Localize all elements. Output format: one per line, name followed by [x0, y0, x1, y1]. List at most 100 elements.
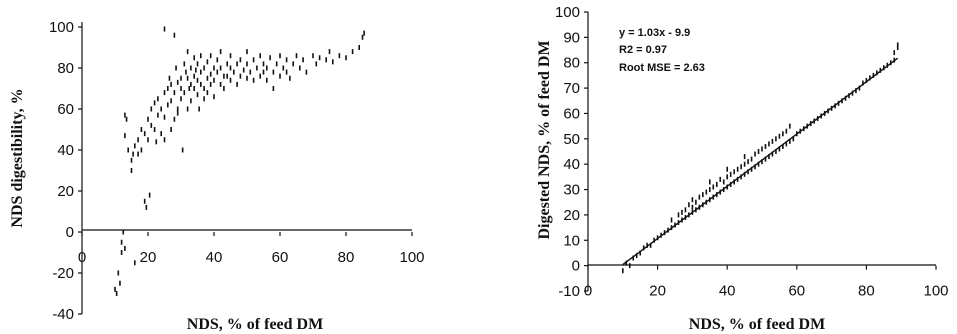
data-point: [733, 169, 735, 175]
data-point: [299, 65, 301, 71]
data-point: [167, 102, 169, 108]
data-point: [236, 81, 238, 87]
data-point: [249, 69, 252, 75]
data-point: [114, 286, 116, 292]
data-point: [213, 94, 215, 100]
data-point: [635, 252, 638, 258]
data-point: [764, 156, 767, 162]
data-point: [782, 143, 784, 149]
data-point: [266, 77, 268, 83]
data-point: [285, 57, 288, 63]
data-point: [134, 143, 136, 149]
data-point: [761, 146, 763, 152]
data-point: [722, 179, 725, 185]
data-point: [705, 189, 708, 195]
data-point: [862, 80, 864, 86]
data-point: [743, 171, 746, 177]
data-point: [186, 106, 189, 112]
data-point: [140, 147, 143, 153]
data-point: [150, 106, 153, 112]
data-point: [743, 161, 746, 167]
data-point: [709, 187, 711, 193]
data-point: [785, 128, 788, 134]
data-point: [649, 242, 652, 248]
data-point: [145, 204, 148, 210]
data-point: [219, 65, 222, 71]
data-point: [670, 217, 673, 223]
y-tick-label: 40: [563, 156, 580, 173]
data-point: [625, 260, 628, 266]
data-point: [163, 90, 166, 96]
data-point: [768, 154, 770, 160]
data-point: [213, 65, 215, 71]
y-tick-label: 10: [563, 232, 580, 249]
data-point: [167, 86, 169, 91]
y-tick-label: 70: [563, 80, 580, 97]
data-point: [709, 179, 711, 185]
y-axis-title: NDS digestibility, %: [9, 88, 26, 227]
data-point: [325, 57, 327, 63]
data-point: [628, 263, 631, 269]
data-point: [190, 81, 192, 87]
data-point: [193, 73, 195, 79]
data-point: [246, 49, 248, 55]
data-point: [351, 49, 354, 55]
data-point: [183, 90, 186, 96]
data-point: [768, 141, 770, 147]
data-point: [764, 143, 767, 149]
data-point: [236, 61, 238, 67]
y-tick-label: 60: [57, 101, 74, 118]
data-point: [153, 100, 156, 106]
data-point: [190, 98, 192, 104]
data-point: [778, 133, 781, 139]
data-point: [754, 151, 756, 157]
data-point: [740, 174, 742, 180]
data-point: [229, 77, 232, 83]
data-point: [223, 86, 225, 91]
data-point: [209, 81, 212, 87]
data-point: [229, 53, 232, 59]
data-point: [642, 245, 645, 251]
y-tick-label: 50: [563, 131, 580, 148]
data-point: [196, 92, 199, 98]
x-tick-label: 100: [399, 249, 424, 266]
data-point: [219, 49, 222, 55]
data-point: [775, 149, 777, 154]
data-point: [712, 184, 715, 190]
data-point: [688, 202, 690, 208]
y-tick-label: 80: [563, 55, 580, 72]
data-point: [143, 198, 146, 204]
data-point: [855, 88, 857, 94]
data-point: [279, 53, 281, 59]
data-point: [691, 204, 694, 210]
data-point: [702, 192, 704, 198]
data-point: [879, 67, 882, 73]
data-point: [132, 151, 134, 157]
x-tick-label: 100: [923, 283, 948, 300]
data-point: [775, 136, 777, 142]
data-point: [778, 146, 781, 152]
data-point: [872, 72, 875, 78]
data-point: [176, 110, 179, 116]
data-point: [726, 166, 728, 172]
data-point: [148, 192, 151, 198]
data-point: [188, 86, 191, 91]
x-tick-label: 80: [858, 283, 875, 300]
data-point: [157, 112, 159, 118]
data-point: [229, 65, 232, 71]
y-tick-label: 100: [555, 4, 580, 21]
data-point: [312, 53, 314, 59]
data-point: [137, 137, 139, 143]
data-point: [272, 69, 275, 75]
x-tick-label: 20: [649, 283, 666, 300]
data-point: [153, 127, 156, 132]
data-point: [754, 164, 756, 170]
data-point: [216, 57, 219, 63]
data-point: [726, 174, 728, 180]
r-squared: R2 = 0.97: [619, 44, 667, 56]
data-point: [239, 57, 242, 63]
regression-line: [622, 57, 899, 266]
data-point: [282, 65, 285, 71]
data-point: [185, 69, 187, 75]
data-point: [150, 122, 153, 128]
